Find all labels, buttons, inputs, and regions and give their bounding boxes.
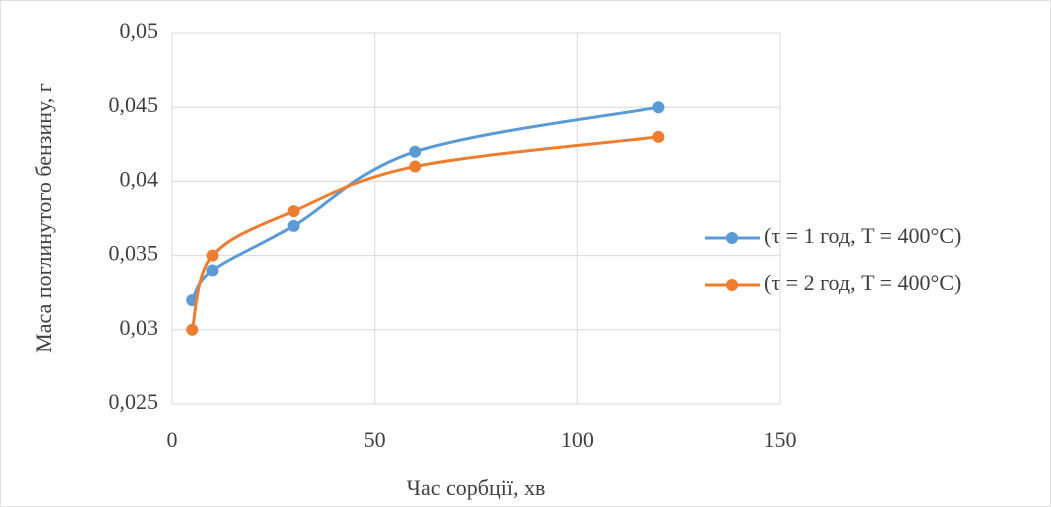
x-tick-label: 100 [561,427,594,452]
data-point [287,219,300,232]
y-tick-label: 0,03 [120,315,159,340]
data-point [652,130,665,143]
data-point [409,145,422,158]
legend-label: (τ = 2 год, T = 400°C) [764,270,961,295]
data-point [287,205,300,218]
data-point [206,249,219,262]
legend-marker [726,232,738,244]
data-point [409,160,422,173]
x-axis-title: Час сорбції, хв [407,475,546,500]
y-axis-title: Маса поглинутого бензину, г [31,83,56,353]
series-line [190,135,659,331]
y-tick-label: 0,05 [120,18,159,43]
legend-marker [726,279,738,291]
data-point [206,264,219,277]
y-tick-label: 0,045 [109,92,159,117]
y-tick-label: 0,035 [109,241,159,266]
x-tick-label: 0 [167,427,178,452]
y-tick-label: 0,04 [120,166,159,191]
data-point [186,323,199,336]
data-point [652,101,665,114]
x-tick-label: 50 [364,427,386,452]
legend-label: (τ = 1 год, T = 400°C) [764,223,961,248]
y-tick-label: 0,025 [109,389,159,414]
x-tick-label: 150 [764,427,797,452]
